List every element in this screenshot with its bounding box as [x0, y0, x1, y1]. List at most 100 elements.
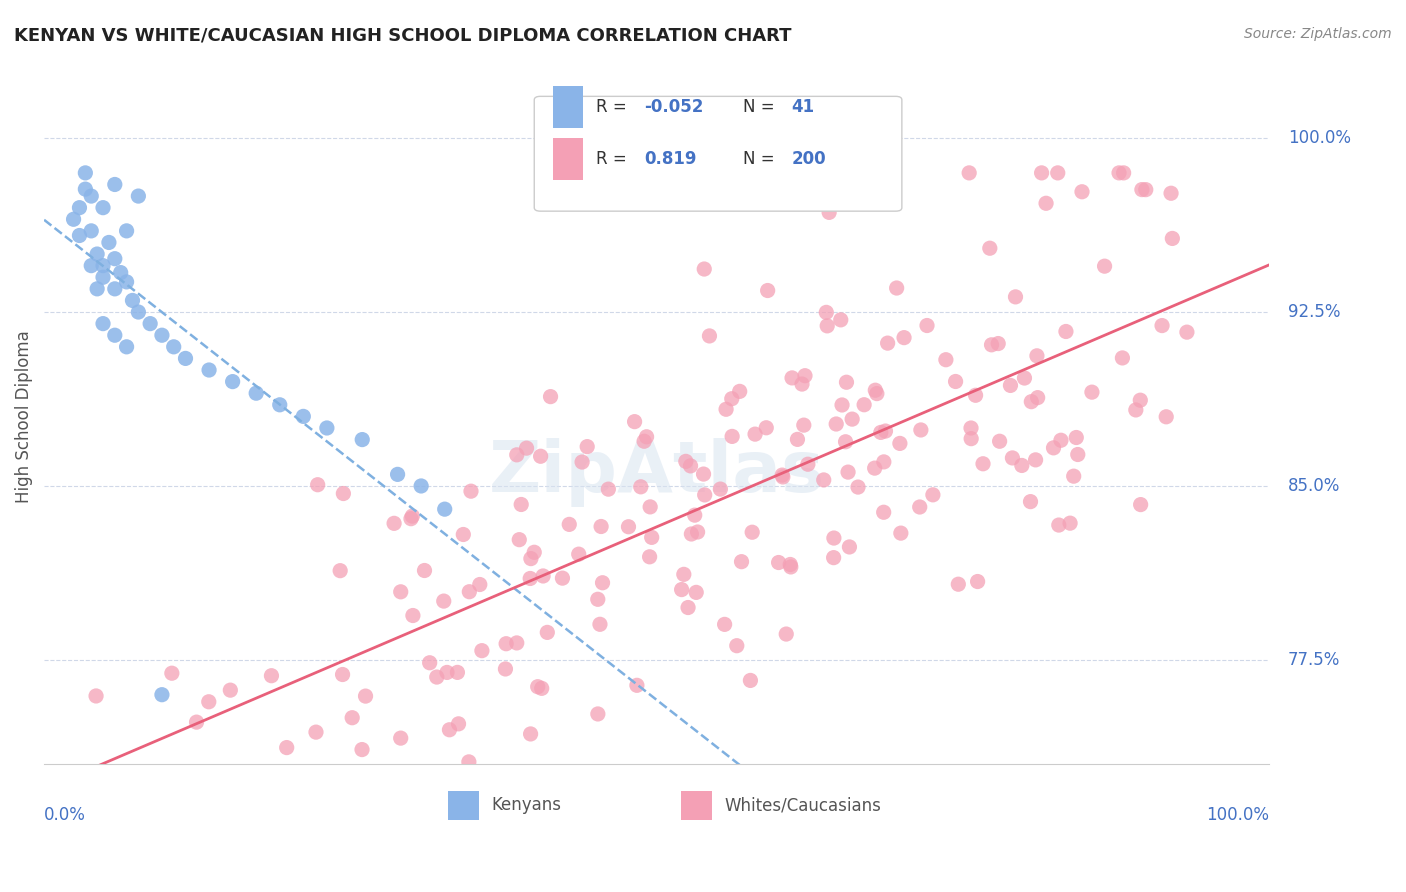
Point	[1000, 378, 1022, 392]
Point	[389, 731, 412, 745]
Point	[471, 643, 494, 657]
Point	[84, 780, 107, 795]
Point	[699, 329, 721, 343]
Point	[80, 189, 103, 203]
Point	[641, 530, 664, 544]
Point	[110, 266, 132, 280]
Text: ZipAtlas: ZipAtlas	[489, 438, 825, 507]
Point	[460, 484, 482, 499]
Text: 92.5%: 92.5%	[1288, 303, 1340, 321]
Point	[893, 331, 915, 345]
Point	[865, 383, 887, 397]
Point	[1035, 196, 1057, 211]
Point	[1019, 494, 1042, 508]
Point	[531, 569, 554, 583]
Point	[160, 666, 183, 681]
Point	[340, 711, 363, 725]
Text: R =: R =	[596, 98, 631, 116]
FancyBboxPatch shape	[553, 86, 583, 128]
Point	[1063, 469, 1085, 483]
Text: 77.5%: 77.5%	[1288, 651, 1340, 669]
Point	[315, 421, 337, 435]
Point	[957, 166, 980, 180]
Point	[948, 577, 970, 591]
Point	[329, 564, 352, 578]
Point	[889, 436, 911, 450]
Point	[80, 224, 103, 238]
Point	[1001, 450, 1024, 465]
Point	[276, 740, 298, 755]
Point	[1014, 371, 1036, 385]
Point	[638, 549, 661, 564]
Point	[779, 558, 801, 572]
Point	[197, 780, 219, 795]
Point	[617, 520, 640, 534]
Point	[436, 665, 458, 680]
Point	[775, 627, 797, 641]
Point	[174, 351, 197, 366]
Point	[69, 228, 91, 243]
Point	[413, 564, 436, 578]
Point	[80, 259, 103, 273]
Point	[75, 182, 97, 196]
Point	[307, 477, 329, 491]
Point	[1125, 403, 1147, 417]
Text: R =: R =	[596, 150, 631, 168]
Point	[253, 772, 276, 786]
Text: 100.0%: 100.0%	[1206, 806, 1270, 824]
Point	[198, 363, 221, 377]
Point	[458, 584, 481, 599]
Point	[1112, 166, 1135, 180]
Point	[813, 473, 835, 487]
Point	[770, 468, 793, 483]
Point	[772, 470, 794, 484]
Point	[91, 259, 114, 273]
Text: -0.052: -0.052	[644, 98, 704, 116]
Point	[197, 695, 219, 709]
Point	[1129, 393, 1152, 408]
Point	[354, 689, 377, 703]
Point	[91, 201, 114, 215]
Point	[988, 434, 1011, 449]
Point	[419, 656, 441, 670]
Point	[823, 531, 845, 545]
Point	[1135, 183, 1157, 197]
Point	[838, 540, 860, 554]
Point	[536, 625, 558, 640]
Point	[387, 467, 409, 482]
Point	[382, 516, 405, 531]
Point	[115, 275, 138, 289]
Point	[530, 681, 553, 696]
Point	[945, 375, 967, 389]
Text: Kenyans: Kenyans	[491, 797, 561, 814]
Point	[679, 458, 702, 473]
Point	[908, 500, 931, 514]
Point	[1150, 318, 1173, 333]
Point	[815, 318, 838, 333]
Point	[935, 352, 957, 367]
Point	[69, 201, 91, 215]
Point	[150, 328, 173, 343]
Point	[1004, 290, 1026, 304]
Point	[915, 318, 938, 333]
Point	[332, 486, 354, 500]
Point	[91, 317, 114, 331]
Point	[1160, 186, 1182, 201]
Point	[841, 412, 863, 426]
Point	[873, 455, 896, 469]
Point	[219, 683, 242, 698]
Point	[960, 432, 983, 446]
Point	[1046, 166, 1069, 180]
Point	[411, 479, 433, 493]
Point	[84, 689, 107, 703]
Point	[399, 511, 422, 525]
Point	[1071, 185, 1094, 199]
Point	[332, 667, 354, 681]
Y-axis label: High School Diploma: High School Diploma	[15, 330, 32, 503]
Point	[755, 421, 778, 435]
Point	[1108, 166, 1130, 180]
Point	[453, 527, 475, 541]
Point	[174, 780, 197, 795]
Point	[104, 328, 127, 343]
Point	[586, 706, 609, 721]
